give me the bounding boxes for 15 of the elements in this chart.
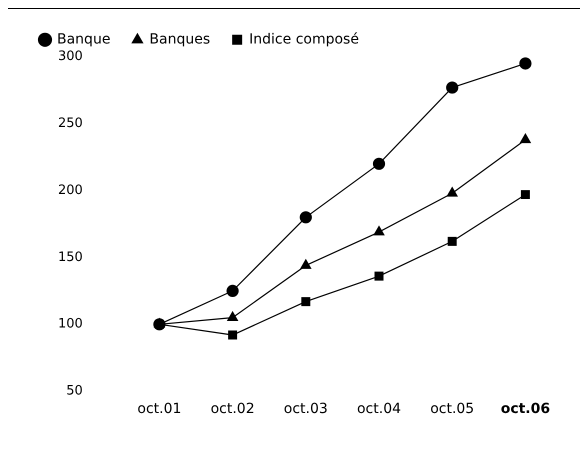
x-tick-label: oct.06 bbox=[500, 401, 550, 418]
legend-label: Indice composé bbox=[249, 31, 359, 48]
x-tick-label: oct.05 bbox=[430, 401, 474, 418]
x-tick-label: oct.02 bbox=[210, 401, 255, 418]
y-tick-label: 100 bbox=[58, 316, 83, 332]
x-tick-label: oct.01 bbox=[137, 401, 182, 418]
legend-label: Banques bbox=[149, 31, 210, 48]
y-tick-label: 250 bbox=[58, 116, 83, 132]
legend-label: Banque bbox=[57, 31, 110, 48]
x-tick-label: oct.03 bbox=[284, 401, 328, 418]
y-tick-label: 50 bbox=[66, 384, 83, 399]
y-tick-label: 300 bbox=[58, 49, 83, 64]
y-tick-label: 200 bbox=[58, 182, 83, 198]
x-tick-label: oct.04 bbox=[356, 401, 402, 418]
y-tick-label: 150 bbox=[58, 250, 83, 265]
